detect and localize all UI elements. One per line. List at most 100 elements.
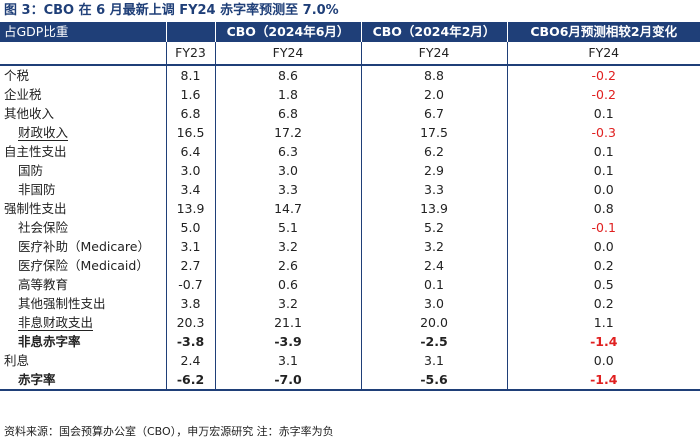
cell-fy24-feb: 20.0 (360, 313, 507, 332)
table-row: 企业税 1.6 1.8 2.0 -0.2 (0, 85, 700, 104)
header-change: CBO6月预测相较2月变化 (507, 22, 700, 42)
row-label: 其他强制性支出 (0, 294, 166, 313)
subheader-fy24-feb: FY24 (360, 42, 507, 66)
cell-change: 0.1 (506, 161, 700, 180)
cell-fy24-jun: 2.6 (214, 256, 361, 275)
row-label: 非国防 (0, 180, 166, 199)
cell-change: 0.1 (506, 104, 700, 123)
cell-change: -0.2 (506, 85, 700, 104)
row-label-text: 其他收入 (4, 106, 55, 121)
table-row: 其他收入 6.8 6.8 6.7 0.1 (0, 104, 700, 123)
cell-fy23: 3.1 (165, 237, 215, 256)
header-label: 占GDP比重 (0, 22, 167, 42)
row-label-text: 医疗保险（Medicaid） (18, 258, 149, 273)
cell-fy23: 3.0 (165, 161, 215, 180)
cell-change: -0.2 (506, 65, 700, 85)
row-label-text: 高等教育 (18, 277, 69, 292)
table-row: 自主性支出 6.4 6.3 6.2 0.1 (0, 142, 700, 161)
row-label: 财政收入 (0, 123, 166, 142)
cell-change: -0.1 (506, 218, 700, 237)
table-row: 非息财政支出 20.3 21.1 20.0 1.1 (0, 313, 700, 332)
table-row: 个税 8.1 8.6 8.8 -0.2 (0, 65, 700, 85)
cell-fy24-jun: 6.8 (214, 104, 361, 123)
table-row: 医疗补助（Medicare） 3.1 3.2 3.2 0.0 (0, 237, 700, 256)
table-row: 强制性支出 13.9 14.7 13.9 0.8 (0, 199, 700, 218)
cell-fy23: 13.9 (165, 199, 215, 218)
cell-fy24-jun: 3.1 (214, 351, 361, 370)
table-row: 国防 3.0 3.0 2.9 0.1 (0, 161, 700, 180)
row-label-text: 医疗补助（Medicare） (18, 239, 150, 254)
cell-fy24-jun: 6.3 (214, 142, 361, 161)
cell-fy23: -3.8 (165, 332, 215, 351)
figure-title: 图 3：CBO 在 6 月最新上调 FY24 赤字率预测至 7.0% (4, 3, 339, 18)
cell-fy24-feb: -2.5 (360, 332, 507, 351)
cell-change: -1.4 (506, 370, 700, 391)
cell-fy24-jun: 3.2 (214, 237, 361, 256)
row-label: 赤字率 (0, 370, 166, 391)
subheader-fy24-jun: FY24 (214, 42, 361, 66)
cell-change: -0.3 (506, 123, 700, 142)
cell-fy24-jun: -3.9 (214, 332, 361, 351)
cell-fy23: 2.7 (165, 256, 215, 275)
header-row: 占GDP比重 CBO（2024年6月） CBO（2024年2月） CBO6月预测… (0, 22, 700, 42)
cell-fy24-jun: -7.0 (214, 370, 361, 391)
cell-fy23: 2.4 (165, 351, 215, 370)
cell-fy24-feb: 3.1 (360, 351, 507, 370)
cell-fy23: 3.4 (165, 180, 215, 199)
cell-change: -1.4 (506, 332, 700, 351)
table-row: 其他强制性支出 3.8 3.2 3.0 0.2 (0, 294, 700, 313)
row-label-text: 企业税 (4, 87, 42, 102)
row-label: 自主性支出 (0, 142, 166, 161)
cell-fy24-feb: 13.9 (360, 199, 507, 218)
table-row: 医疗保险（Medicaid） 2.7 2.6 2.4 0.2 (0, 256, 700, 275)
table-row: 社会保险 5.0 5.1 5.2 -0.1 (0, 218, 700, 237)
row-label-text: 非国防 (18, 182, 56, 197)
row-label: 社会保险 (0, 218, 166, 237)
row-label-text: 自主性支出 (4, 144, 67, 159)
cell-fy24-feb: 17.5 (360, 123, 507, 142)
table-row: 高等教育 -0.7 0.6 0.1 0.5 (0, 275, 700, 294)
cell-change: 0.2 (506, 256, 700, 275)
cell-fy24-jun: 8.6 (214, 65, 361, 85)
row-label: 强制性支出 (0, 199, 166, 218)
cell-fy24-feb: 6.7 (360, 104, 507, 123)
table-row: 利息 2.4 3.1 3.1 0.0 (0, 351, 700, 370)
row-label: 其他收入 (0, 104, 166, 123)
cell-change: 0.0 (506, 180, 700, 199)
cell-change: 0.5 (506, 275, 700, 294)
row-label: 利息 (0, 351, 166, 370)
deficit-forecast-table: 占GDP比重 CBO（2024年6月） CBO（2024年2月） CBO6月预测… (0, 22, 700, 391)
cell-fy24-feb: 5.2 (360, 218, 507, 237)
table-body: 个税 8.1 8.6 8.8 -0.2 企业税 1.6 1.8 2.0 -0.2 其他收入 6.8 6.… (0, 65, 700, 391)
row-label-text: 强制性支出 (4, 201, 67, 216)
cell-fy24-feb: 3.2 (360, 237, 507, 256)
cell-change: 0.8 (506, 199, 700, 218)
row-label: 个税 (0, 65, 166, 85)
cell-fy24-feb: 8.8 (360, 65, 507, 85)
cell-fy23: 5.0 (165, 218, 215, 237)
cell-fy24-jun: 21.1 (214, 313, 361, 332)
row-label-text: 非息赤字率 (18, 334, 81, 349)
cell-fy23: 6.4 (165, 142, 215, 161)
row-label: 医疗保险（Medicaid） (0, 256, 166, 275)
source-note: 资料来源：国会预算办公室（CBO），申万宏源研究 注：赤字率为负 (4, 425, 334, 438)
cell-fy24-jun: 1.8 (214, 85, 361, 104)
row-label: 非息财政支出 (0, 313, 166, 332)
cell-fy24-feb: 3.3 (360, 180, 507, 199)
row-label-text: 个税 (4, 68, 30, 83)
row-label: 非息赤字率 (0, 332, 166, 351)
row-label: 医疗补助（Medicare） (0, 237, 166, 256)
cell-fy24-jun: 14.7 (214, 199, 361, 218)
table-row: 财政收入 16.5 17.2 17.5 -0.3 (0, 123, 700, 142)
table-row: 赤字率 -6.2 -7.0 -5.6 -1.4 (0, 370, 700, 391)
cell-change: 1.1 (506, 313, 700, 332)
cell-fy23: 16.5 (165, 123, 215, 142)
cell-fy23: 1.6 (165, 85, 215, 104)
cell-fy23: 8.1 (165, 65, 215, 85)
cell-fy23: 3.8 (165, 294, 215, 313)
cell-fy23: 6.8 (165, 104, 215, 123)
subheader-row: FY23 FY24 FY24 FY24 (0, 42, 700, 66)
cell-change: 0.0 (506, 237, 700, 256)
cell-fy24-jun: 5.1 (214, 218, 361, 237)
row-label: 高等教育 (0, 275, 166, 294)
